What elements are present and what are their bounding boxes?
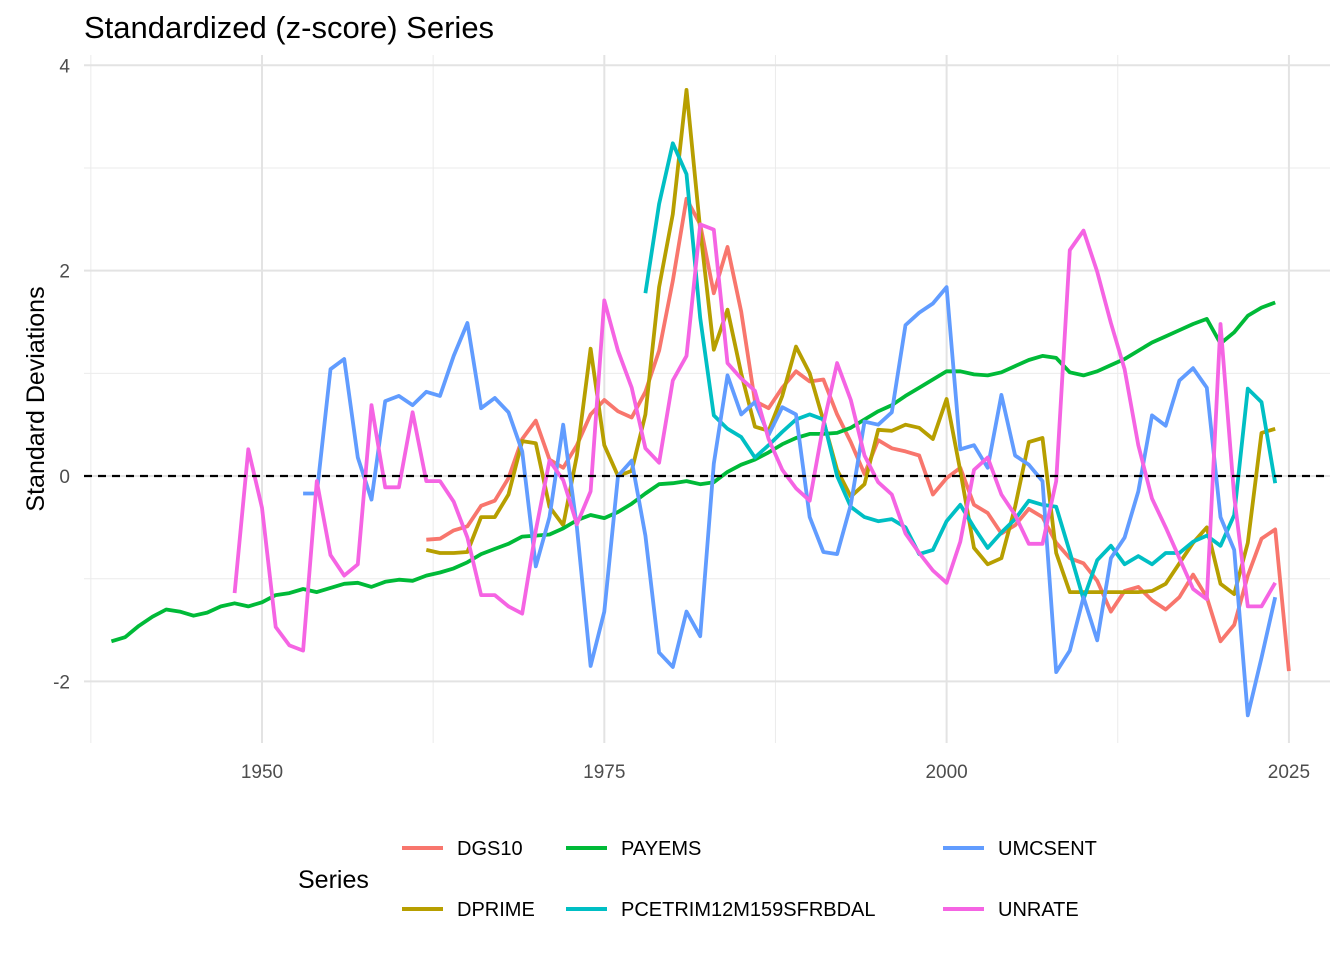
legend-label-umcsent: UMCSENT bbox=[998, 838, 1097, 860]
legend-label-payems: PAYEMS bbox=[621, 838, 701, 860]
series-line-umcsent bbox=[303, 285, 1278, 718]
series-line-pcetrim12m159sfrbdal bbox=[643, 141, 1278, 602]
legend-label-dprime: DPRIME bbox=[457, 899, 535, 921]
y-tick-label: 0 bbox=[59, 467, 70, 488]
series-line-dprime bbox=[425, 88, 1276, 596]
x-tick-label: 2000 bbox=[925, 762, 967, 783]
x-tick-label: 1975 bbox=[583, 762, 625, 783]
legend-title: Series bbox=[298, 866, 369, 894]
legend-label-dgs10: DGS10 bbox=[457, 838, 523, 860]
series-line-unrate bbox=[232, 222, 1277, 653]
y-tick-label: -2 bbox=[53, 672, 70, 693]
series-line-payems bbox=[110, 300, 1276, 644]
y-tick-label: 4 bbox=[59, 56, 70, 77]
legend-label-unrate: UNRATE bbox=[998, 899, 1079, 921]
grid-lines bbox=[84, 55, 1330, 743]
x-tick-label: 2025 bbox=[1268, 762, 1310, 783]
legend: Series DGS10 DPRIME PAYEMS PCETRIM12M159SFRB… bbox=[298, 838, 1097, 921]
series-lines bbox=[110, 88, 1291, 718]
x-tick-label: 1950 bbox=[241, 762, 283, 783]
chart-title: Standardized (z-score) Series bbox=[84, 10, 495, 45]
y-axis-label: Standard Deviations bbox=[22, 286, 50, 511]
y-tick-label: 2 bbox=[59, 262, 70, 283]
legend-label-pcetrim12m159sfrbdal: PCETRIM12M159SFRBDAL bbox=[621, 899, 876, 921]
